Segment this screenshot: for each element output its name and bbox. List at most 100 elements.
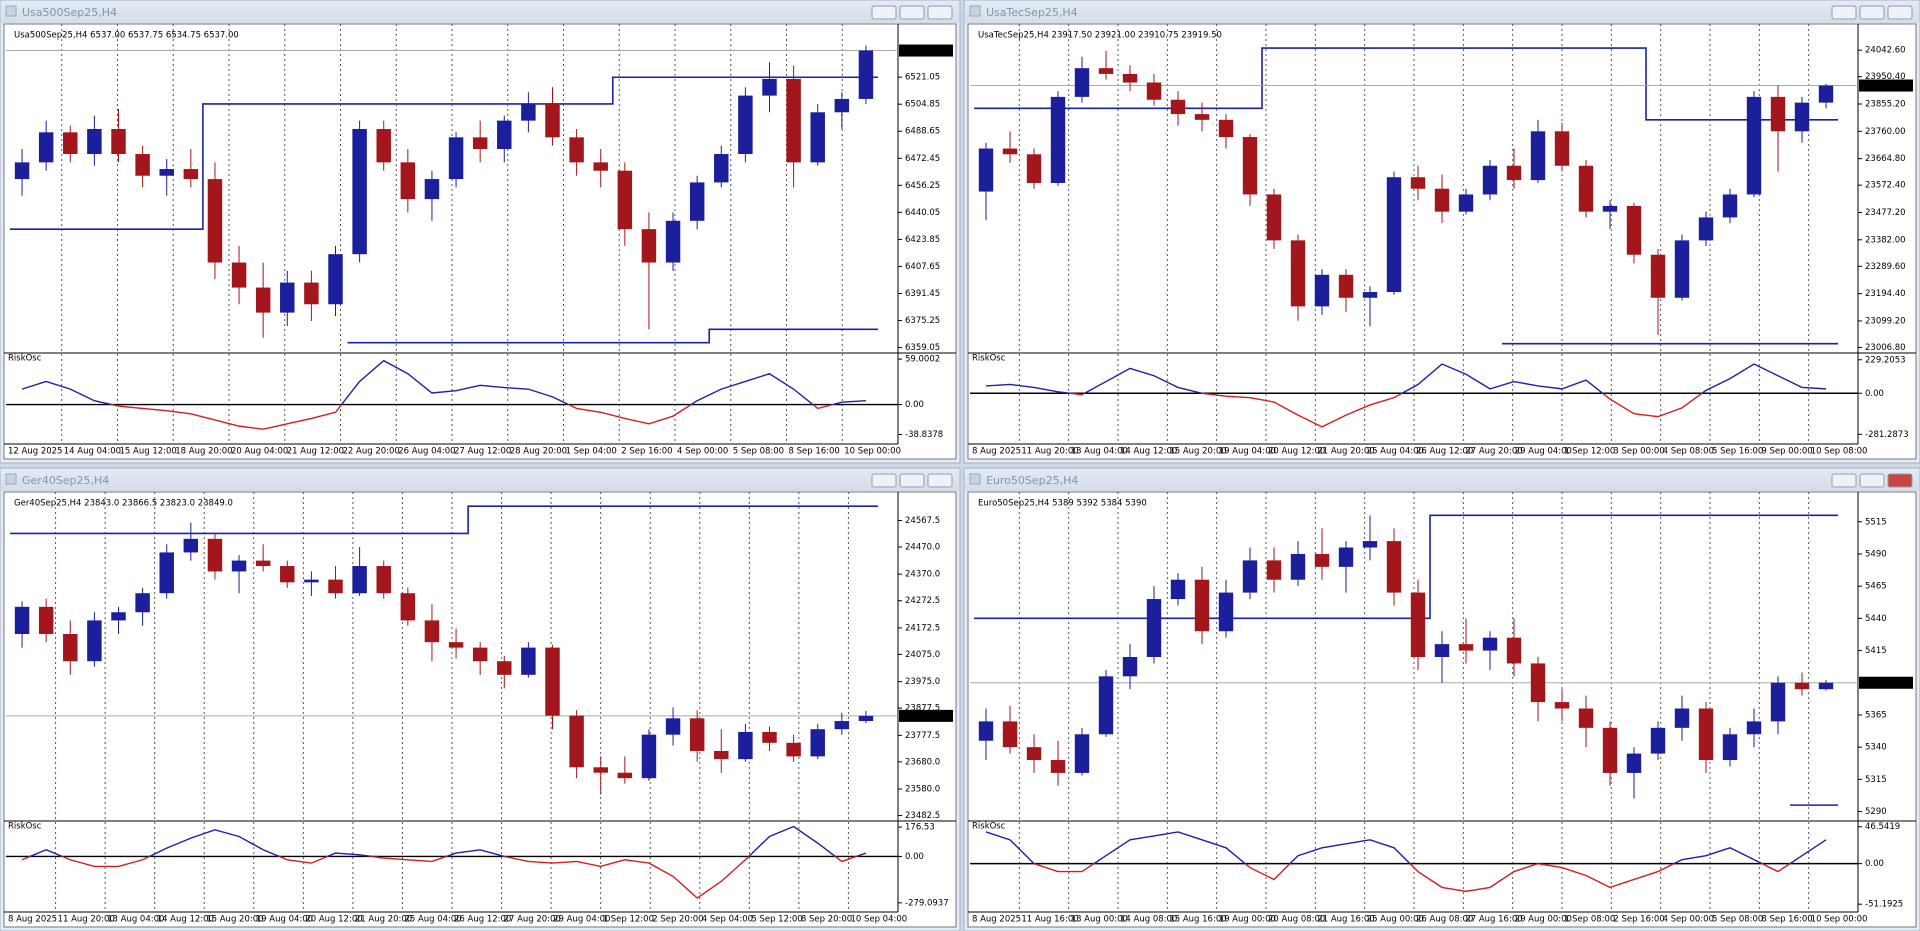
time-label: 3 Sep 00:00	[1613, 447, 1664, 457]
candle-body	[1626, 753, 1642, 773]
candle-body	[858, 50, 874, 99]
time-label: 8 Sep 20:00	[801, 915, 852, 925]
window-icon	[5, 5, 17, 17]
close-button[interactable]	[927, 5, 953, 20]
current-price-box	[1859, 79, 1913, 92]
price-label: 6440.05	[905, 208, 940, 218]
time-label: 20 Aug 12:00	[305, 915, 362, 925]
time-label: 1 Sep 12:00	[603, 915, 654, 925]
time-label: 29 Aug 04:00	[1515, 447, 1572, 457]
price-label: 23580.0	[905, 785, 940, 795]
maximize-button[interactable]	[1859, 473, 1885, 488]
candle-body	[400, 162, 416, 200]
candle-body	[1410, 592, 1426, 657]
time-label: 20 Aug 12:00	[1268, 447, 1325, 457]
time-label: 1 Sep 04:00	[566, 447, 617, 457]
candle-body	[1266, 560, 1282, 580]
candle-body	[689, 718, 705, 751]
time-label: 25 Aug 00:00	[1367, 915, 1424, 925]
minimize-button[interactable]	[871, 5, 897, 20]
candle-body	[159, 552, 174, 594]
candle-body	[1098, 68, 1114, 74]
minimize-button[interactable]	[1831, 473, 1857, 488]
time-label: 27 Aug 12:00	[454, 447, 511, 457]
candle-body	[400, 593, 416, 621]
window-title: Usa500Sep25,H4	[22, 6, 117, 19]
current-price-label: 23919.50	[1863, 81, 1904, 91]
candle-body	[14, 162, 30, 180]
candle-body	[521, 647, 536, 675]
candle-body	[810, 729, 825, 757]
price-label: 5490	[1865, 549, 1887, 559]
candle-body	[1290, 240, 1306, 307]
candle-body	[1482, 165, 1498, 195]
time-label: 25 Aug 04:00	[1367, 447, 1424, 457]
candle-body	[1242, 560, 1258, 593]
price-label: 23760.00	[1865, 127, 1906, 137]
price-label: 23289.60	[1865, 262, 1906, 272]
price-label: 24370.0	[905, 570, 940, 580]
time-label: 2 Sep 16:00	[1613, 915, 1664, 925]
minimize-button[interactable]	[871, 473, 897, 488]
candle-body	[87, 128, 102, 155]
candle-body	[1146, 599, 1162, 657]
time-label: 21 Aug 16:00	[1317, 915, 1374, 925]
candle-body	[1170, 579, 1186, 600]
osc-tick-label: -51.1925	[1865, 900, 1903, 910]
candle-body	[63, 634, 78, 662]
close-button[interactable]	[1887, 473, 1913, 488]
candle-body	[1434, 188, 1450, 212]
candle-body	[183, 169, 199, 180]
candle-body	[738, 731, 753, 760]
time-label: 11 Aug 20:00	[1021, 447, 1078, 457]
time-label: 19 Aug 00:00	[1219, 915, 1276, 925]
candle-body	[352, 128, 367, 255]
candle-body	[135, 593, 150, 613]
maximize-button[interactable]	[899, 473, 925, 488]
time-label: 19 Aug 04:00	[1219, 447, 1276, 457]
maximize-button[interactable]	[1859, 5, 1885, 20]
minimize-button[interactable]	[1831, 5, 1857, 20]
time-label: 5 Sep 16:00	[1712, 447, 1763, 457]
candle-body	[135, 154, 150, 176]
time-label: 5 Sep 12:00	[751, 915, 802, 925]
candle-body	[1170, 99, 1186, 115]
candle-body	[38, 606, 54, 635]
osc-tick-label: 176.53	[905, 823, 935, 833]
current-price-label: 6537.00	[903, 46, 938, 56]
candle-body	[810, 112, 825, 163]
candle-body	[1146, 82, 1162, 100]
candle-body	[1314, 274, 1330, 307]
candle-body	[1770, 96, 1786, 132]
price-label: 5315	[1865, 775, 1887, 785]
price-label: 23194.40	[1865, 289, 1906, 299]
window-icon	[5, 473, 17, 485]
price-label: 6375.25	[905, 316, 940, 326]
close-button[interactable]	[1887, 5, 1913, 20]
price-label: 5440	[1865, 614, 1887, 624]
candle-body	[1362, 292, 1378, 298]
maximize-button[interactable]	[899, 5, 925, 20]
candle-body	[641, 229, 657, 263]
osc-line	[1064, 393, 1704, 428]
time-label: 13 Aug 00:00	[1071, 915, 1128, 925]
chart-area	[3, 23, 957, 460]
candle-body	[424, 179, 440, 200]
close-button[interactable]	[927, 473, 953, 488]
candle-body	[1650, 727, 1666, 754]
candle-body	[1506, 637, 1522, 664]
osc-tick-label: -279.0937	[905, 898, 949, 908]
price-label: 6456.25	[905, 181, 940, 191]
candle-body	[1698, 217, 1714, 241]
price-label: 5415	[1865, 646, 1887, 656]
osc-tick-label: -38.8378	[905, 430, 943, 440]
candle-body	[1482, 637, 1498, 651]
current-price-box	[1859, 676, 1913, 689]
price-label: 24470.0	[905, 542, 940, 552]
time-label: 20 Aug 04:00	[231, 447, 288, 457]
candle-body	[207, 538, 223, 572]
candle-body	[63, 132, 78, 155]
price-label: 23382.00	[1865, 235, 1906, 245]
osc-tick-label: 0.00	[905, 400, 924, 410]
